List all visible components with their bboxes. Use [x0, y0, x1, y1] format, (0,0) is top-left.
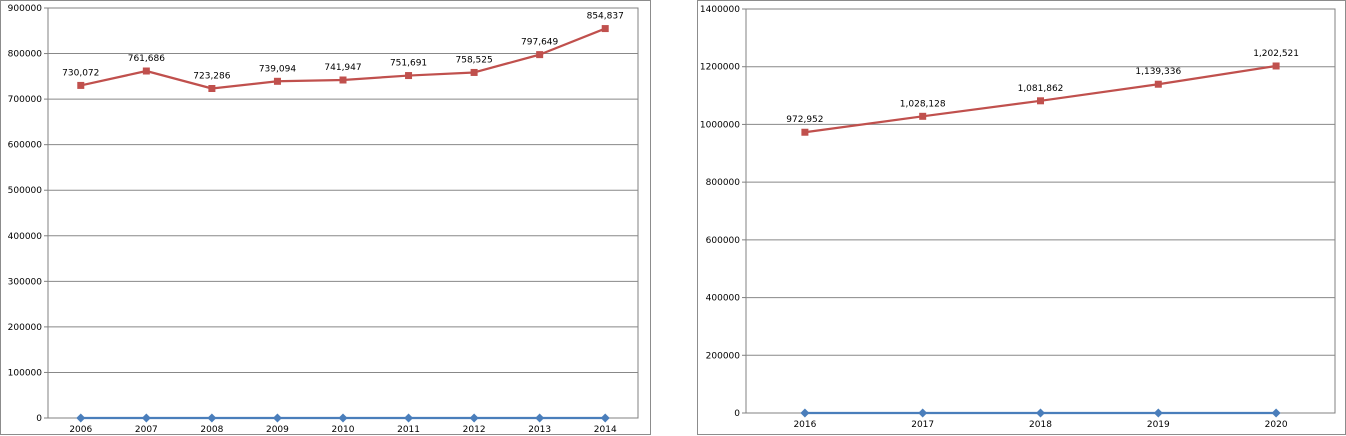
data-point-square — [1154, 80, 1162, 88]
y-tick-label: 1200000 — [700, 63, 740, 73]
y-tick-label: 800000 — [8, 50, 43, 60]
data-point-diamond — [1036, 408, 1045, 418]
data-label: 730,072 — [62, 68, 99, 78]
y-tick-label: 0 — [734, 409, 740, 419]
x-tick-label: 2007 — [135, 425, 158, 435]
data-label: 1,028,128 — [900, 99, 946, 109]
data-point-square — [470, 68, 478, 76]
y-tick-label: 600000 — [706, 236, 741, 246]
data-label: 1,139,336 — [1135, 67, 1181, 77]
x-tick-label: 2018 — [1029, 420, 1052, 430]
x-tick-label: 2013 — [528, 425, 551, 435]
chart-panel-2016-2020: 0 200000 400000 600000 800000 1000000 1200000 1… — [697, 0, 1346, 435]
data-point-diamond — [76, 413, 86, 423]
y-tick-label: 1000000 — [700, 120, 740, 130]
y-tick-label: 0 — [36, 414, 42, 424]
y-tick-label: 900000 — [8, 4, 43, 14]
y-tick-label: 200000 — [8, 323, 43, 333]
line-chart-2016-2020: 0 200000 400000 600000 800000 1000000 1200000 1… — [700, 5, 1336, 430]
data-label: 1,202,521 — [1253, 49, 1299, 59]
x-tick-label: 2020 — [1265, 420, 1288, 430]
x-tick-label: 2009 — [266, 425, 289, 435]
data-label: 723,286 — [193, 72, 230, 82]
y-tick-label: 200000 — [706, 351, 741, 361]
y-tick-label: 400000 — [8, 232, 43, 242]
x-tick-label: 2012 — [463, 425, 486, 435]
y-tick-label: 400000 — [706, 294, 741, 304]
data-label: 739,094 — [259, 64, 296, 74]
data-point-square — [273, 77, 281, 85]
data-point-diamond — [535, 413, 545, 423]
data-point-diamond — [1271, 408, 1281, 418]
x-tick-label: 2010 — [332, 425, 355, 435]
data-point-diamond — [469, 413, 479, 423]
data-point-diamond — [800, 408, 810, 418]
y-tick-label: 700000 — [8, 95, 43, 105]
data-point-square — [919, 112, 927, 120]
data-point-square — [77, 81, 85, 89]
y-tick-label: 1400000 — [700, 5, 740, 15]
data-point-diamond — [207, 413, 217, 423]
data-label: 741,947 — [324, 63, 361, 73]
y-tick-label: 800000 — [706, 178, 741, 188]
data-label: 758,525 — [456, 55, 493, 65]
data-point-square — [536, 51, 544, 59]
data-point-square — [801, 128, 809, 136]
data-point-diamond — [404, 413, 414, 423]
y-tick-label: 600000 — [8, 141, 43, 151]
data-point-diamond — [272, 413, 282, 423]
x-tick-label: 2011 — [397, 425, 420, 435]
data-point-square — [208, 85, 216, 93]
data-point-square — [1037, 97, 1044, 105]
data-point-diamond — [338, 413, 348, 423]
x-tick-label: 2016 — [793, 420, 816, 430]
data-point-square — [142, 67, 150, 75]
data-point-diamond — [141, 413, 151, 423]
data-point-square — [601, 25, 609, 33]
data-point-diamond — [1153, 408, 1163, 418]
chart-panel-2006-2014: 0 100000 200000 300000 400000 500000 600000 700… — [0, 0, 651, 435]
data-label: 1,081,862 — [1018, 84, 1064, 94]
y-tick-label: 300000 — [8, 277, 43, 287]
data-point-square — [339, 76, 347, 84]
x-tick-label: 2017 — [911, 420, 934, 430]
data-label: 751,691 — [390, 59, 427, 69]
data-label: 761,686 — [128, 54, 165, 64]
x-tick-label: 2019 — [1147, 420, 1170, 430]
data-label: 972,952 — [786, 115, 823, 125]
data-label: 797,649 — [521, 38, 558, 48]
y-tick-label: 100000 — [8, 368, 43, 378]
line-chart-2006-2014: 0 100000 200000 300000 400000 500000 600000 700… — [8, 4, 639, 435]
data-point-square — [1272, 62, 1280, 70]
y-tick-label: 500000 — [8, 186, 43, 196]
x-tick-label: 2014 — [594, 425, 617, 435]
x-tick-label: 2006 — [69, 425, 92, 435]
x-tick-label: 2008 — [200, 425, 223, 435]
data-point-diamond — [600, 413, 610, 423]
data-point-square — [405, 72, 413, 80]
data-point-diamond — [918, 408, 928, 418]
data-label: 854,837 — [587, 12, 624, 22]
